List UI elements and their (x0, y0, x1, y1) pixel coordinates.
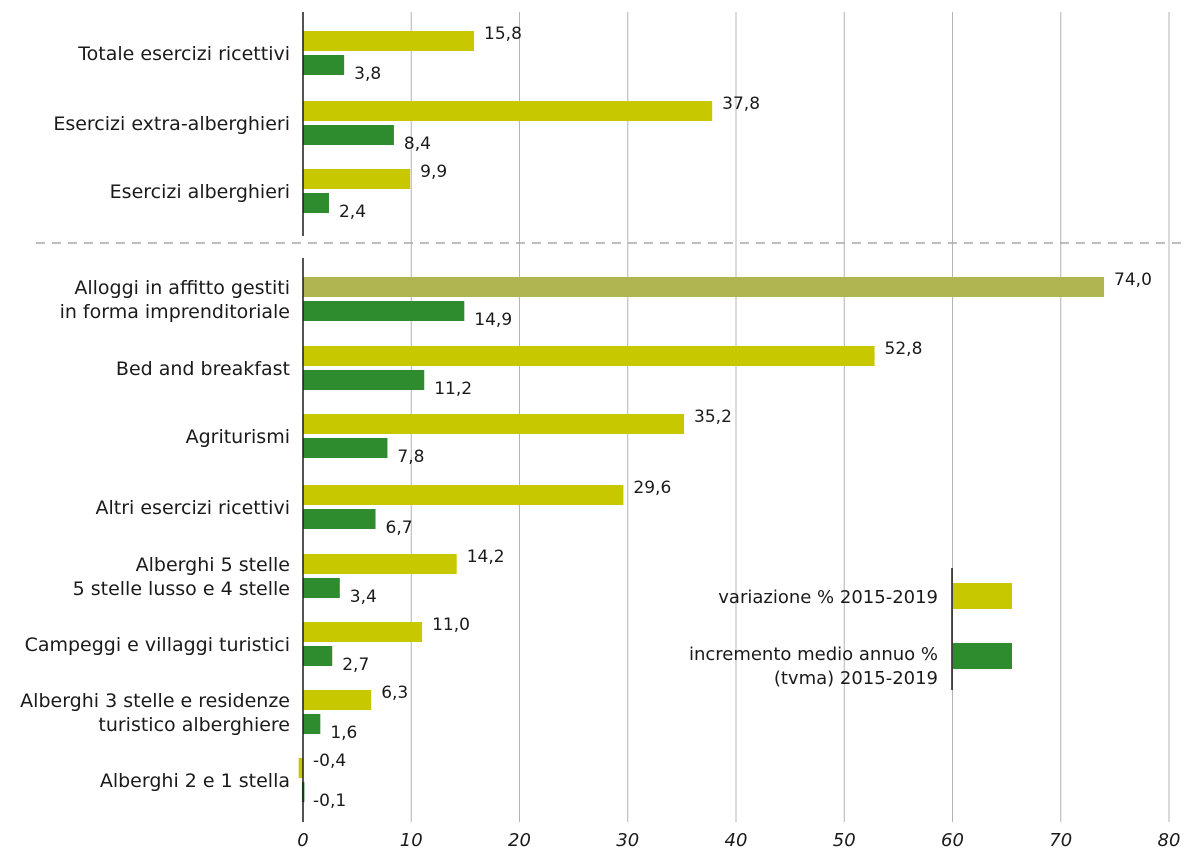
bar-incremento (303, 301, 465, 321)
bar-variazione (303, 690, 372, 710)
bar-incremento (303, 714, 321, 734)
x-tick-label: 0 (297, 830, 308, 851)
bars-layer (298, 31, 1105, 802)
data-label-variazione: 29,6 (633, 478, 671, 498)
category-label: Esercizi alberghieri (110, 181, 290, 203)
legend-label-variazione: variazione % 2015-2019 (718, 587, 938, 608)
bar-variazione (303, 31, 475, 51)
bar-incremento (303, 578, 340, 598)
data-label-incremento: 7,8 (397, 447, 424, 467)
data-label-incremento: 1,6 (330, 723, 357, 743)
bar-variazione (303, 169, 411, 189)
bar-incremento (303, 646, 333, 666)
x-tick-label: 30 (616, 830, 639, 851)
legend-swatch-variazione (953, 583, 1012, 609)
data-label-incremento: 8,4 (404, 134, 431, 154)
bar-variazione (303, 277, 1105, 297)
bar-variazione (303, 414, 685, 434)
x-tick-label: 80 (1158, 830, 1181, 851)
bar-variazione (303, 485, 624, 505)
category-label: Totale esercizi ricettivi (77, 43, 290, 65)
data-label-variazione: 6,3 (381, 683, 408, 703)
bar-incremento (303, 125, 394, 145)
category-label: Alberghi 5 stelle (136, 554, 290, 576)
data-label-incremento: 14,9 (474, 310, 512, 330)
data-label-incremento: 3,8 (354, 64, 381, 84)
data-label-variazione: 14,2 (467, 547, 505, 567)
category-label: 5 stelle lusso e 4 stelle (73, 578, 290, 600)
data-label-variazione: 11,0 (432, 615, 470, 635)
bar-incremento (303, 193, 329, 213)
data-label-incremento: 3,4 (350, 587, 377, 607)
bar-incremento (303, 370, 425, 390)
data-label-variazione: 35,2 (694, 407, 732, 427)
data-label-incremento: 2,7 (342, 655, 369, 675)
bar-incremento (303, 55, 345, 75)
data-label-variazione: 37,8 (722, 94, 760, 114)
x-tick-label: 50 (833, 830, 856, 851)
category-label: Alberghi 3 stelle e residenze (20, 690, 290, 712)
data-label-incremento: 6,7 (386, 518, 413, 538)
x-axis-ticks: 0 10 20 30 40 50 60 70 80 (297, 830, 1180, 851)
legend-label-incremento-line-2: (tvma) 2015-2019 (774, 668, 938, 689)
data-label-variazione: 52,8 (885, 339, 923, 359)
data-label-variazione: 15,8 (484, 24, 522, 44)
category-label: Altri esercizi ricettivi (96, 497, 290, 519)
legend-label-incremento-line-1: incremento medio annuo % (689, 644, 938, 665)
legend-swatch-incremento (953, 643, 1012, 669)
category-label: turistico alberghiere (98, 714, 290, 736)
category-label: Campeggi e villaggi turistici (25, 634, 290, 656)
data-label-variazione: 9,9 (420, 162, 447, 182)
category-label: in forma imprenditoriale (60, 301, 290, 323)
bar-variazione (303, 101, 713, 121)
x-tick-label: 40 (725, 830, 748, 851)
data-label-incremento: -0,1 (313, 791, 346, 811)
data-label-variazione: 74,0 (1114, 270, 1152, 290)
x-tick-label: 60 (941, 830, 964, 851)
bar-variazione (298, 758, 303, 778)
bar-variazione (303, 622, 423, 642)
bar-incremento (303, 509, 376, 529)
data-label-incremento: 2,4 (339, 202, 366, 222)
category-label: Alberghi 2 e 1 stella (100, 770, 290, 792)
data-label-variazione: -0,4 (313, 751, 346, 771)
category-label: Esercizi extra-alberghieri (53, 113, 290, 135)
x-tick-label: 20 (508, 830, 531, 851)
labels-layer: 15,8 3,8 Totale esercizi ricettivi 37,8 8,4 E… (20, 24, 1152, 811)
bar-incremento (303, 438, 388, 458)
legend: variazione % 2015-2019 incremento medio … (689, 568, 1012, 690)
category-label: Agriturismi (186, 426, 290, 448)
x-tick-label: 70 (1049, 830, 1072, 851)
x-tick-label: 10 (400, 830, 423, 851)
category-label: Bed and breakfast (116, 358, 290, 380)
bar-variazione (303, 346, 875, 366)
bar-variazione (303, 554, 457, 574)
category-label: Alloggi in affitto gestiti (74, 277, 290, 299)
data-label-incremento: 11,2 (434, 379, 472, 399)
